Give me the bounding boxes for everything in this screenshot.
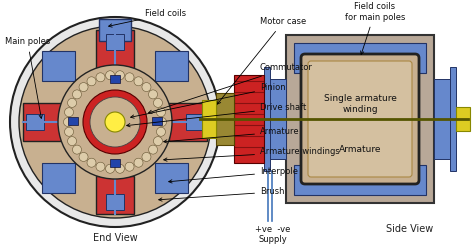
Bar — [186, 114, 204, 130]
Circle shape — [142, 83, 151, 92]
Bar — [286, 35, 434, 203]
Bar — [234, 75, 264, 163]
Circle shape — [105, 112, 125, 132]
Bar — [68, 117, 78, 125]
Bar — [270, 79, 286, 159]
Circle shape — [83, 90, 147, 154]
Bar — [96, 176, 134, 214]
Text: Armature windings: Armature windings — [164, 148, 340, 161]
Text: End View: End View — [92, 233, 137, 243]
Text: Commutator: Commutator — [148, 63, 313, 113]
Circle shape — [125, 73, 134, 82]
Bar — [23, 103, 61, 141]
FancyBboxPatch shape — [301, 54, 419, 184]
Text: Motor case: Motor case — [217, 18, 306, 104]
Circle shape — [96, 73, 105, 82]
Text: Field coils
for main poles: Field coils for main poles — [345, 2, 405, 55]
Bar — [110, 75, 120, 83]
Circle shape — [79, 83, 88, 92]
Bar — [106, 34, 124, 50]
Circle shape — [134, 158, 143, 167]
Circle shape — [148, 90, 157, 99]
Circle shape — [73, 90, 82, 99]
Bar — [294, 165, 426, 195]
Bar — [294, 43, 426, 73]
Text: Side View: Side View — [386, 224, 434, 234]
Text: Supply: Supply — [259, 235, 287, 244]
Bar — [202, 100, 216, 138]
Circle shape — [115, 164, 124, 173]
Circle shape — [68, 137, 77, 146]
Bar — [434, 79, 450, 159]
Circle shape — [68, 98, 77, 107]
Bar — [216, 93, 234, 145]
Circle shape — [19, 26, 211, 218]
Circle shape — [90, 97, 140, 147]
Circle shape — [10, 17, 220, 227]
Circle shape — [79, 153, 88, 161]
Bar — [99, 19, 131, 41]
Text: Interpole: Interpole — [169, 167, 298, 183]
Circle shape — [87, 77, 96, 86]
Circle shape — [154, 137, 163, 146]
Text: Single armature
winding: Single armature winding — [324, 93, 396, 114]
Circle shape — [115, 71, 124, 80]
Text: Armature: Armature — [164, 127, 300, 143]
Circle shape — [134, 77, 143, 86]
Text: Brush: Brush — [159, 187, 284, 201]
FancyBboxPatch shape — [308, 61, 412, 177]
Bar — [110, 159, 120, 167]
Circle shape — [73, 145, 82, 154]
Circle shape — [64, 118, 73, 126]
Bar — [155, 51, 188, 81]
Bar — [42, 51, 75, 81]
Circle shape — [64, 127, 73, 136]
Circle shape — [87, 158, 96, 167]
Text: Drive shaft: Drive shaft — [127, 103, 306, 127]
Text: Pinion: Pinion — [131, 84, 286, 118]
Circle shape — [157, 118, 166, 126]
Circle shape — [156, 108, 165, 117]
Bar — [456, 107, 470, 131]
Bar — [106, 194, 124, 210]
Bar — [450, 67, 456, 171]
Circle shape — [156, 127, 165, 136]
Bar — [264, 67, 270, 171]
Text: +ve  -ve: +ve -ve — [255, 224, 291, 234]
Circle shape — [142, 153, 151, 161]
Circle shape — [58, 65, 172, 179]
Bar — [42, 163, 75, 193]
Bar — [26, 114, 44, 130]
Bar — [96, 30, 134, 68]
Bar — [152, 117, 162, 125]
Bar — [155, 163, 188, 193]
Text: Armature: Armature — [339, 145, 381, 154]
Circle shape — [106, 164, 115, 173]
Circle shape — [125, 162, 134, 171]
Text: Field coils: Field coils — [109, 9, 186, 27]
Circle shape — [96, 162, 105, 171]
Circle shape — [106, 71, 115, 80]
Circle shape — [154, 98, 163, 107]
Bar — [169, 103, 207, 141]
Circle shape — [148, 145, 157, 154]
Text: Main poles: Main poles — [5, 37, 50, 118]
Circle shape — [64, 108, 73, 117]
